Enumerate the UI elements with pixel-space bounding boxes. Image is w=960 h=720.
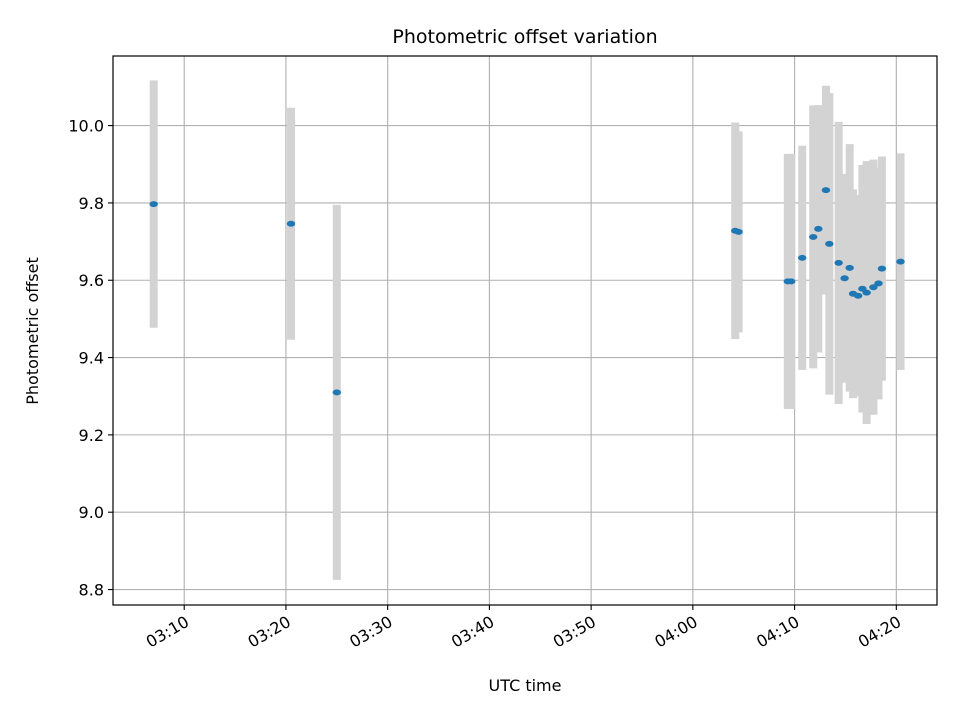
data-point [845,264,854,271]
y-tick-label: 8.8 [79,581,104,600]
data-point [840,275,849,282]
data-point [874,280,883,287]
data-point [869,284,878,291]
data-point [798,254,807,261]
y-tick-label: 9.6 [79,271,104,290]
data-point [786,278,796,285]
data-point [834,259,843,266]
data-point [734,228,743,235]
y-tick-label: 10.0 [68,117,104,136]
x-axis-label: UTC time [489,676,562,695]
data-point [332,389,342,396]
data-point [821,187,831,194]
y-axis: 8.8 9.0 9.2 9.4 9.6 9.8 10.0 [68,117,113,600]
y-tick-label: 9.4 [79,349,104,368]
data-point [896,258,905,265]
y-tick-label: 9.8 [79,194,104,213]
data-point [149,201,158,208]
data-point [877,265,887,272]
chart-title: Photometric offset variation [392,26,657,48]
y-axis-label: Photometric offset [23,257,42,405]
y-tick-label: 9.2 [79,426,104,445]
data-point [825,240,834,247]
grid [113,56,937,605]
data-point [853,292,863,299]
y-tick-label: 9.0 [79,503,104,522]
data-points [149,187,905,396]
data-point [809,233,818,240]
data-point [814,225,823,232]
data-point [862,289,871,296]
data-point [286,220,296,227]
plot-frame [112,55,938,606]
